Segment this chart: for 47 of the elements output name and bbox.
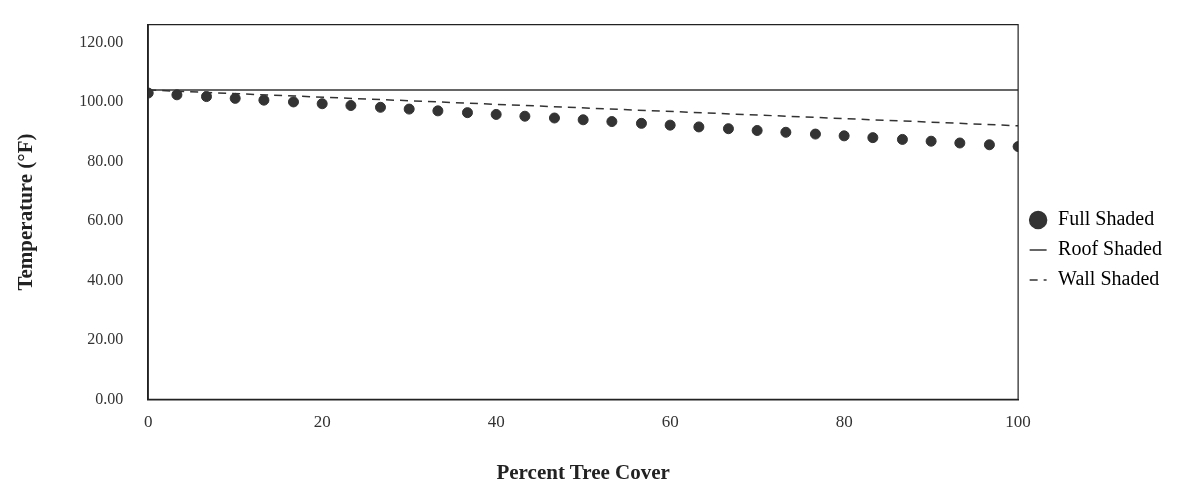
x-tick-label: 60 — [661, 412, 679, 432]
y-tick-label: 80.00 — [87, 151, 124, 169]
point — [693, 121, 705, 133]
y-tick-label: 100.00 — [79, 92, 124, 110]
point — [461, 107, 473, 119]
point — [316, 98, 328, 110]
point — [490, 108, 502, 120]
y-tick-label: 20.00 — [87, 330, 124, 348]
point — [925, 135, 937, 147]
point — [432, 105, 444, 117]
point — [983, 139, 995, 151]
point — [751, 125, 763, 136]
point — [867, 132, 879, 144]
x-tick-label: 80 — [835, 412, 853, 432]
legend-label: Full Shaded — [1058, 207, 1155, 230]
point — [722, 123, 734, 135]
point — [954, 137, 966, 149]
point — [229, 92, 241, 104]
point — [635, 117, 647, 129]
point — [838, 130, 850, 142]
point — [345, 100, 357, 112]
legend-label: Wall Shaded — [1058, 267, 1160, 290]
x-tick-label: 0 — [143, 412, 153, 432]
point — [606, 116, 618, 128]
legend-label: Roof Shaded — [1058, 237, 1163, 260]
point — [374, 101, 386, 113]
point — [548, 112, 560, 124]
y-axis-title: Temperature (°F) — [13, 133, 38, 291]
point — [577, 114, 589, 126]
point — [809, 128, 821, 140]
y-tick-label: 60.00 — [87, 211, 124, 229]
x-tick-label: 100 — [1005, 412, 1031, 432]
point — [287, 96, 299, 108]
point — [258, 94, 270, 106]
x-tick-label: 20 — [313, 412, 331, 432]
point — [200, 91, 212, 103]
y-tick-label: 120.00 — [79, 32, 124, 50]
y-tick-label: 0.00 — [95, 389, 124, 407]
point — [171, 89, 183, 101]
point — [896, 133, 908, 145]
x-axis-title: Percent Tree Cover — [496, 459, 670, 484]
point — [403, 103, 415, 115]
point — [519, 110, 531, 122]
point — [664, 119, 676, 131]
y-tick-label: 40.00 — [87, 270, 124, 288]
point — [780, 126, 792, 138]
x-tick-label: 40 — [487, 412, 505, 432]
